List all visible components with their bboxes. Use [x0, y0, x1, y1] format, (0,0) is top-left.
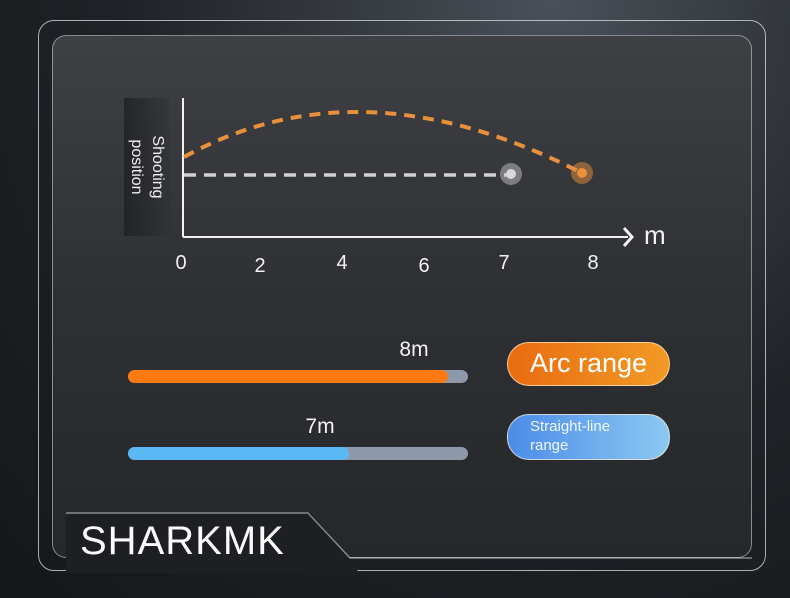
x-tick: 6 [418, 255, 430, 277]
brand-name: SHARKMK [80, 519, 285, 563]
straight-landing-core [506, 169, 516, 179]
arc-landing-core [577, 168, 587, 178]
x-tick: 4 [336, 252, 348, 274]
brand-tab [66, 513, 312, 573]
y-axis-label-box: Shooting position [124, 98, 170, 236]
straight-range-value: 7m [305, 415, 335, 438]
outer-frame [38, 20, 766, 571]
x-tick: 7 [498, 252, 510, 274]
x-tick: 2 [254, 255, 266, 277]
straight-range-legend: Straight-line range [507, 414, 670, 460]
x-unit: m [644, 220, 666, 250]
arc-trajectory [183, 110, 581, 174]
arc-range-value: 8m [399, 338, 429, 361]
straight-range-fill [128, 447, 349, 460]
x-tick: 0 [175, 252, 187, 274]
arc-range-bar [128, 370, 468, 383]
arc-range-fill [128, 370, 448, 383]
arc-range-legend: Arc range [507, 342, 670, 386]
straight-range-bar [128, 447, 468, 460]
x-axis-arrow-icon [622, 227, 635, 247]
x-tick: 8 [587, 252, 599, 274]
